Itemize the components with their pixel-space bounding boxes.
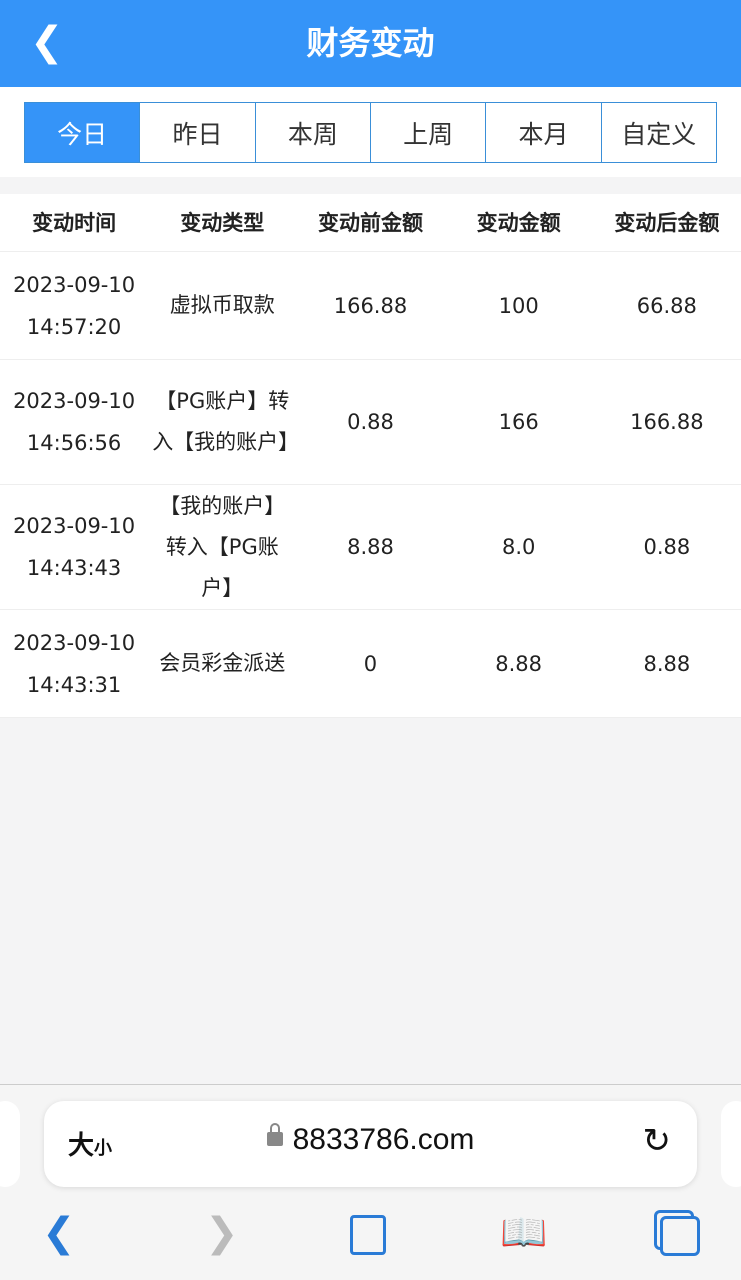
date-text: 2023-09-10 bbox=[13, 272, 136, 297]
after-amount: 0.88 bbox=[643, 535, 691, 559]
change-amount: 100 bbox=[498, 293, 539, 318]
lock-icon bbox=[266, 1123, 283, 1147]
time-text: 14:56:56 bbox=[26, 431, 122, 455]
reload-icon[interactable]: ↻ bbox=[642, 1121, 672, 1161]
cell-before: 0 bbox=[296, 643, 444, 685]
tab-today[interactable]: 今日 bbox=[25, 103, 140, 162]
column-header-before: 变动前金额 bbox=[317, 210, 423, 235]
tab-custom[interactable]: 自定义 bbox=[600, 103, 716, 162]
change-amount: 8.0 bbox=[501, 535, 536, 559]
previous-tab-edge[interactable] bbox=[0, 1101, 20, 1187]
text-size-small: 小 bbox=[94, 1138, 113, 1159]
type-text: 【PG账户】转入【我的账户】 bbox=[152, 389, 300, 454]
cell-after: 8.88 bbox=[593, 643, 741, 685]
cell-time: 2023-09-10 14:57:20 bbox=[0, 264, 148, 348]
table-row: 2023-09-10 14:43:31 会员彩金派送 0 8.88 8.88 bbox=[0, 610, 741, 718]
change-amount: 166 bbox=[498, 410, 539, 434]
cell-after: 66.88 bbox=[593, 285, 741, 327]
table-row: 2023-09-10 14:43:43 【我的账户】转入【PG账户】 8.88 8.0 0… bbox=[0, 485, 741, 610]
column-header-time: 变动时间 bbox=[32, 210, 117, 235]
cell-before: 8.88 bbox=[296, 526, 444, 568]
after-amount: 66.88 bbox=[636, 293, 697, 318]
cell-amount: 8.0 bbox=[445, 526, 593, 568]
type-text: 虚拟币取款 bbox=[169, 293, 275, 317]
column-header-amount: 变动金额 bbox=[476, 210, 561, 235]
table-row: 2023-09-10 14:56:56 【PG账户】转入【我的账户】 0.88 166 1… bbox=[0, 360, 741, 485]
cell-amount: 166 bbox=[445, 401, 593, 443]
after-amount: 8.88 bbox=[643, 651, 691, 676]
tab-last-week[interactable]: 上周 bbox=[369, 103, 486, 162]
table-row: 2023-09-10 14:57:20 虚拟币取款 166.88 100 66.88 bbox=[0, 252, 741, 360]
cell-after: 0.88 bbox=[593, 526, 741, 568]
cell-type: 虚拟币取款 bbox=[148, 285, 296, 326]
before-amount: 0 bbox=[363, 651, 378, 676]
change-amount: 8.88 bbox=[495, 651, 543, 676]
cell-time: 2023-09-10 14:56:56 bbox=[0, 380, 148, 464]
type-text: 会员彩金派送 bbox=[159, 651, 286, 675]
cell-after: 166.88 bbox=[593, 401, 741, 443]
date-text: 2023-09-10 bbox=[13, 389, 136, 413]
browser-toolbar: 大小 8833786.com ↻ ❮ ❯ 📖 bbox=[0, 1084, 741, 1280]
before-amount: 8.88 bbox=[347, 535, 394, 559]
cell-type: 【我的账户】转入【PG账户】 bbox=[148, 486, 296, 609]
page-title: 财务变动 bbox=[306, 24, 435, 62]
cell-time: 2023-09-10 14:43:43 bbox=[0, 505, 148, 589]
after-amount: 166.88 bbox=[630, 410, 704, 434]
cell-time: 2023-09-10 14:43:31 bbox=[0, 622, 148, 706]
time-text: 14:57:20 bbox=[26, 314, 122, 339]
date-filter-tabs: 今日 昨日 本周 上周 本月 自定义 bbox=[24, 102, 717, 163]
tab-this-month[interactable]: 本月 bbox=[485, 103, 601, 162]
date-text: 2023-09-10 bbox=[13, 514, 136, 538]
date-text: 2023-09-10 bbox=[13, 630, 136, 655]
share-icon[interactable] bbox=[350, 1215, 386, 1255]
url-text: 8833786.com bbox=[292, 1123, 475, 1156]
app-header: ❮ 财务变动 bbox=[0, 0, 741, 87]
cell-type: 【PG账户】转入【我的账户】 bbox=[148, 381, 300, 463]
forward-icon[interactable]: ❯ bbox=[205, 1210, 239, 1256]
table-header: 变动时间 变动类型 变动前金额 变动金额 变动后金额 bbox=[0, 194, 741, 252]
back-chevron-icon[interactable]: ❮ bbox=[30, 19, 64, 65]
url-display[interactable]: 8833786.com bbox=[44, 1123, 697, 1157]
type-text: 【我的账户】转入【PG账户】 bbox=[159, 493, 286, 600]
browser-nav: ❮ ❯ 📖 bbox=[0, 1210, 741, 1270]
next-tab-edge[interactable] bbox=[721, 1101, 741, 1187]
tabs-icon[interactable] bbox=[660, 1216, 700, 1256]
cell-before: 166.88 bbox=[296, 285, 444, 327]
time-text: 14:43:43 bbox=[26, 556, 122, 580]
column-header-after: 变动后金额 bbox=[614, 210, 720, 235]
time-text: 14:43:31 bbox=[26, 672, 122, 697]
cell-amount: 100 bbox=[445, 285, 593, 327]
cell-amount: 8.88 bbox=[445, 643, 593, 685]
before-amount: 0.88 bbox=[347, 410, 394, 434]
text-size-big: 大 bbox=[68, 1131, 95, 1161]
address-bar[interactable]: 大小 8833786.com ↻ bbox=[44, 1101, 697, 1187]
cell-before: 0.88 bbox=[296, 401, 444, 443]
before-amount: 166.88 bbox=[333, 293, 408, 318]
back-icon[interactable]: ❮ bbox=[42, 1210, 76, 1256]
transactions-table: 变动时间 变动类型 变动前金额 变动金额 变动后金额 2023-09-10 14:… bbox=[0, 194, 741, 718]
tab-this-week[interactable]: 本周 bbox=[254, 103, 370, 162]
column-header-type: 变动类型 bbox=[180, 210, 265, 235]
bookmarks-icon[interactable]: 📖 bbox=[500, 1210, 548, 1254]
tab-yesterday[interactable]: 昨日 bbox=[139, 103, 255, 162]
cell-type: 会员彩金派送 bbox=[148, 643, 296, 684]
text-size-button[interactable]: 大小 bbox=[68, 1125, 112, 1162]
date-filter-bar: 今日 昨日 本周 上周 本月 自定义 bbox=[0, 87, 741, 177]
